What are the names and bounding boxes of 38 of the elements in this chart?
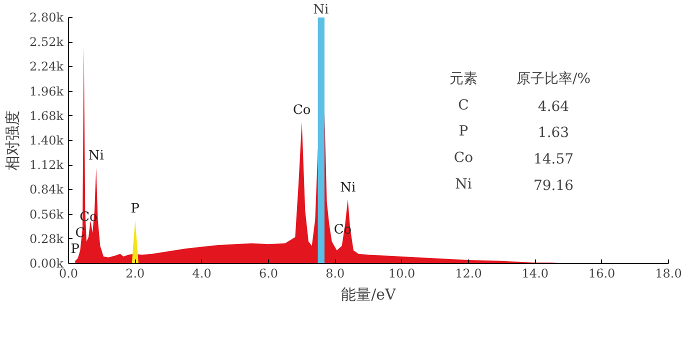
annotation: 原子比率/% — [516, 71, 591, 87]
annotation: P — [130, 201, 140, 216]
y-tick-label: 0.84k — [30, 182, 64, 197]
annotation: 1.63 — [538, 125, 570, 142]
x-axis-title: 能量/eV — [341, 286, 398, 304]
y-axis-title: 相对强度 — [4, 110, 22, 170]
x-tick-label: 16.0 — [588, 266, 616, 280]
y-tick-label: 2.52k — [30, 35, 64, 50]
x-tick-label: 2.0 — [126, 266, 145, 280]
annotation: 14.57 — [533, 152, 574, 168]
x-tick-label: 8.0 — [326, 266, 345, 280]
annotation: Ni — [455, 176, 472, 192]
annotation: Ni — [340, 180, 356, 196]
x-tick-label: 10.0 — [388, 266, 416, 280]
x-tick-label: 4.0 — [192, 266, 212, 280]
y-tick-label: 1.12k — [30, 158, 64, 172]
y-tick-label: 0.28k — [30, 232, 64, 246]
x-tick-label: 0.0 — [58, 266, 78, 280]
annotation: 元素 — [450, 71, 478, 87]
y-tick-label: 1.96k — [30, 84, 64, 98]
x-tick-label: 12.0 — [455, 266, 482, 280]
x-tick-label: 18.0 — [655, 266, 682, 280]
annotation: Co — [454, 150, 474, 166]
x-tick-label: 14.0 — [522, 266, 549, 280]
annotation: Ni — [313, 2, 329, 18]
y-tick-label: 1.40k — [30, 134, 64, 148]
annotation: Ni — [88, 148, 104, 164]
y-tick-label: 1.68k — [30, 108, 64, 123]
y-tick-label: 2.80k — [30, 10, 64, 24]
y-tick-label: 2.24k — [30, 60, 64, 74]
annotation: P — [458, 124, 468, 140]
annotation: Co — [292, 103, 311, 118]
annotation: 4.64 — [538, 98, 570, 115]
annotation: 79.16 — [533, 178, 574, 194]
y-tick-label: 0.56k — [30, 207, 64, 222]
annotation: C — [458, 97, 469, 114]
x-tick-label: 6.0 — [258, 266, 278, 280]
annotation: P — [70, 242, 80, 257]
